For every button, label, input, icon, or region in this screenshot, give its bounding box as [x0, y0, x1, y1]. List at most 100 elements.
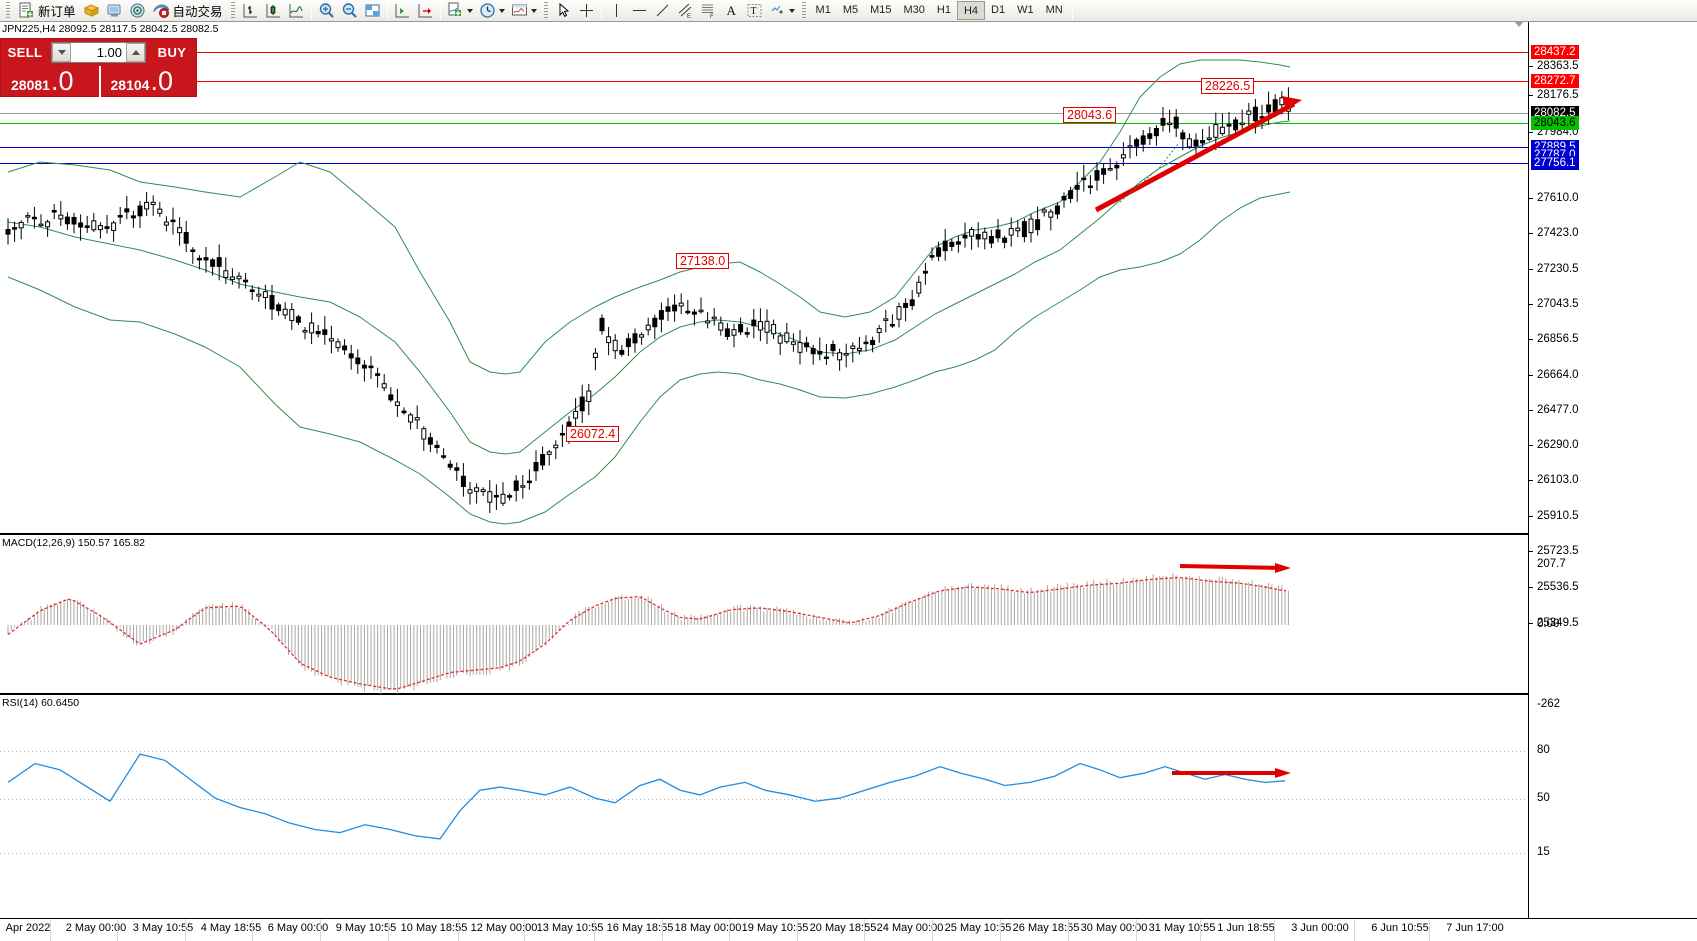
time-label: 18 May 00:00: [674, 922, 742, 934]
price-tag[interactable]: 28043.6: [1531, 116, 1579, 130]
sell-price[interactable]: 28081 .0: [1, 66, 99, 97]
chart-shift-button[interactable]: [415, 1, 436, 21]
time-separator: [458, 919, 459, 941]
buy-price[interactable]: 28104 .0: [98, 66, 197, 97]
price-tick: [1529, 623, 1533, 624]
line-chart-button[interactable]: [286, 1, 307, 21]
candlestick-chart-button[interactable]: [263, 1, 284, 21]
price-label: 27230.5: [1537, 263, 1579, 275]
price-axis[interactable]: 28363.5 28176.5 27984.0 27610.0 27423.0 27230…: [1528, 22, 1697, 918]
level-line-28043: [0, 123, 1528, 124]
timeframe-m5[interactable]: M5: [842, 4, 859, 16]
timeframe-m1[interactable]: M1: [815, 4, 831, 16]
rsi-level-15: [0, 853, 1528, 854]
svg-text:T: T: [750, 6, 756, 17]
text-label-button[interactable]: T: [744, 1, 765, 21]
sell-price-decimal: .0: [50, 66, 74, 96]
horizontal-line-button[interactable]: [629, 1, 650, 21]
price-tag[interactable]: 28437.2: [1531, 45, 1579, 59]
metaeditor-button[interactable]: [81, 1, 102, 21]
level-line-27756: [0, 163, 1528, 164]
autotrading-button[interactable]: 自动交易: [150, 1, 226, 21]
signals-button[interactable]: [127, 1, 148, 21]
rsi-level-80: [0, 751, 1528, 752]
macd-pane[interactable]: MACD(12,26,9) 150.57 165.82: [0, 534, 1528, 695]
svg-text:F: F: [710, 14, 714, 19]
objects-button[interactable]: [767, 1, 797, 21]
crosshair-button[interactable]: [576, 1, 597, 21]
timeframe-h1[interactable]: H1: [936, 4, 951, 16]
bar-chart-icon: [242, 2, 259, 19]
price-label: 27423.0: [1537, 227, 1579, 239]
price-label: 25910.5: [1537, 510, 1579, 522]
zoom-out-button[interactable]: [339, 1, 360, 21]
price-tag[interactable]: 28272.7: [1531, 74, 1579, 88]
toolbar-separator-2: [386, 1, 388, 20]
chevron-down-icon-4[interactable]: [788, 8, 795, 13]
cursor-button[interactable]: [553, 1, 574, 21]
chart-symbol-title: JPN225,H4 28092.5 28117.5 28042.5 28082.…: [2, 23, 219, 35]
bar-chart-button[interactable]: [240, 1, 261, 21]
chevron-down-icon-3[interactable]: [530, 8, 537, 13]
timeframe-d1[interactable]: D1: [991, 4, 1006, 16]
one-click-trading-panel[interactable]: SELL 1.00 BUY 28081 .0 28104 .0: [0, 38, 197, 97]
timeframe-m30[interactable]: M30: [903, 4, 925, 16]
volume-decrease-button[interactable]: [52, 43, 71, 62]
level-line-28272: [0, 81, 1528, 82]
sell-price-main: 28081: [11, 77, 50, 93]
auto-scroll-button[interactable]: [392, 1, 413, 21]
chevron-down-icon-2[interactable]: [498, 8, 505, 13]
toolbar-separator: [310, 1, 312, 20]
annotation-28043[interactable]: 28043.6: [1063, 107, 1117, 123]
toolbar-grip-4[interactable]: [800, 1, 807, 20]
price-tick: [1529, 410, 1533, 411]
time-label: 20 May 18:55: [809, 922, 877, 934]
volume-increase-button[interactable]: [126, 43, 145, 62]
timeframe-h4[interactable]: H4: [956, 1, 986, 20]
price-tag[interactable]: 27756.1: [1531, 156, 1579, 170]
terminal-button[interactable]: [104, 1, 125, 21]
toolbar-grip-3[interactable]: [542, 1, 549, 20]
zoom-in-button[interactable]: [316, 1, 337, 21]
timeframe-m15[interactable]: M15: [870, 4, 892, 16]
toolbar-grip[interactable]: [5, 1, 11, 20]
buy-button[interactable]: BUY: [157, 45, 187, 60]
vertical-line-icon: [608, 2, 625, 19]
toolbar-grip-2[interactable]: [229, 1, 236, 20]
time-separator: [1200, 919, 1201, 941]
timeframe-w1[interactable]: W1: [1017, 4, 1034, 16]
trendline-icon: [654, 2, 671, 19]
buy-price-decimal: .0: [150, 66, 173, 96]
time-separator: [932, 919, 933, 941]
text-button[interactable]: A: [721, 1, 742, 21]
time-axis[interactable]: Apr 2022 2 May 00:00 3 May 10:55 4 May 18:5…: [0, 918, 1697, 941]
annotation-27138[interactable]: 27138.0: [676, 253, 730, 269]
time-label: 3 May 10:55: [132, 922, 194, 934]
new-order-button[interactable]: 新订单: [15, 1, 79, 21]
equidistant-channel-button[interactable]: E: [675, 1, 696, 21]
time-separator: [594, 919, 595, 941]
time-label: 9 May 10:55: [335, 922, 397, 934]
volume-stepper[interactable]: 1.00: [51, 42, 146, 63]
time-label: 31 May 10:55: [1148, 922, 1216, 934]
grid-view-button[interactable]: [362, 1, 383, 21]
templates-button[interactable]: [509, 1, 539, 21]
annotation-26072[interactable]: 26072.4: [566, 426, 620, 442]
fibonacci-button[interactable]: F: [698, 1, 719, 21]
trendline-button[interactable]: [652, 1, 673, 21]
vertical-line-button[interactable]: [606, 1, 627, 21]
trend-arrow-rsi: [1172, 768, 1291, 778]
sell-button[interactable]: SELL: [7, 45, 43, 60]
price-pane[interactable]: JPN225,H4 28092.5 28117.5 28042.5 28082.…: [0, 21, 1528, 534]
time-label: 6 May 00:00: [267, 922, 329, 934]
volume-input[interactable]: 1.00: [96, 45, 122, 60]
annotation-28226[interactable]: 28226.5: [1201, 78, 1255, 94]
grid-view-icon: [364, 2, 381, 19]
indicators-button[interactable]: [445, 1, 475, 21]
price-tick: [1529, 233, 1533, 234]
chevron-down-icon[interactable]: [466, 8, 473, 13]
rsi-pane[interactable]: RSI(14) 60.6450: [0, 694, 1528, 918]
time-label: 19 May 10:55: [741, 922, 809, 934]
periods-button[interactable]: [477, 1, 507, 21]
timeframe-mn[interactable]: MN: [1045, 4, 1063, 16]
